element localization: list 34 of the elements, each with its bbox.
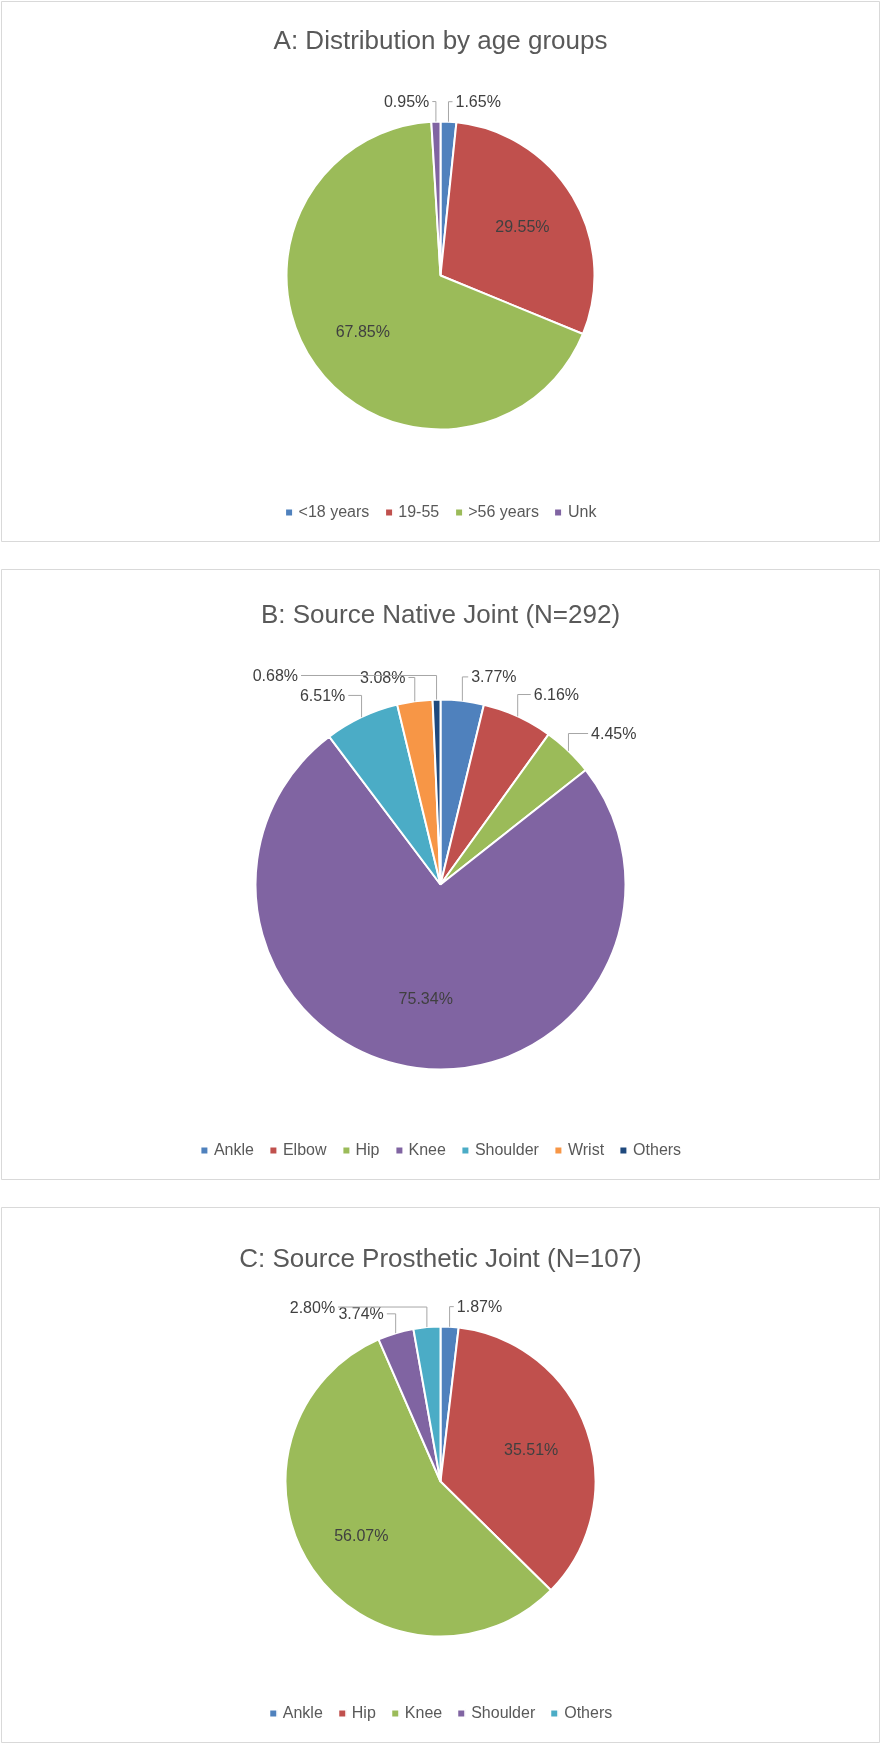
data-label: 35.51% [504, 1441, 559, 1459]
legend-label: Others [564, 1704, 613, 1722]
legend-label: 19-55 [398, 503, 440, 521]
legend-label: Hip [355, 1141, 380, 1159]
legend-label: <18 years [298, 503, 370, 521]
data-label: 4.45% [591, 725, 637, 743]
data-label: 0.95% [383, 93, 430, 111]
data-label: 67.85% [335, 322, 390, 340]
legend-label: Wrist [567, 1141, 605, 1159]
chart-title: B: Source Native Joint (N=292) [260, 598, 621, 629]
legend-label: Ankle [282, 1704, 323, 1722]
legend-label: Ankle [213, 1141, 254, 1159]
chart-title: C: Source Prosthetic Joint (N=107) [239, 1242, 642, 1273]
data-label: 3.74% [338, 1305, 384, 1323]
data-label: 6.16% [533, 686, 580, 704]
legend-label: Shoulder [474, 1141, 539, 1159]
data-label: 2.80% [289, 1298, 336, 1316]
legend-label: Knee [404, 1704, 443, 1722]
data-label: 29.55% [495, 218, 550, 236]
legend-label: Elbow [282, 1141, 327, 1159]
legend-label: Hip [351, 1704, 376, 1722]
data-label: 6.51% [299, 686, 346, 704]
data-label: 3.77% [471, 668, 517, 686]
legend-label: Knee [408, 1141, 446, 1159]
data-label: 75.34% [398, 989, 453, 1007]
legend-label: >56 years [468, 503, 539, 521]
data-label: 0.68% [252, 667, 299, 684]
legend-label: Unk [567, 503, 597, 521]
legend-label: Others [633, 1141, 682, 1159]
chart-title: A: Distribution by age groups [273, 24, 608, 55]
data-label: 56.07% [334, 1527, 389, 1545]
data-label: 1.87% [456, 1298, 503, 1316]
data-label: 1.65% [455, 93, 501, 111]
legend-label: Shoulder [471, 1704, 536, 1722]
